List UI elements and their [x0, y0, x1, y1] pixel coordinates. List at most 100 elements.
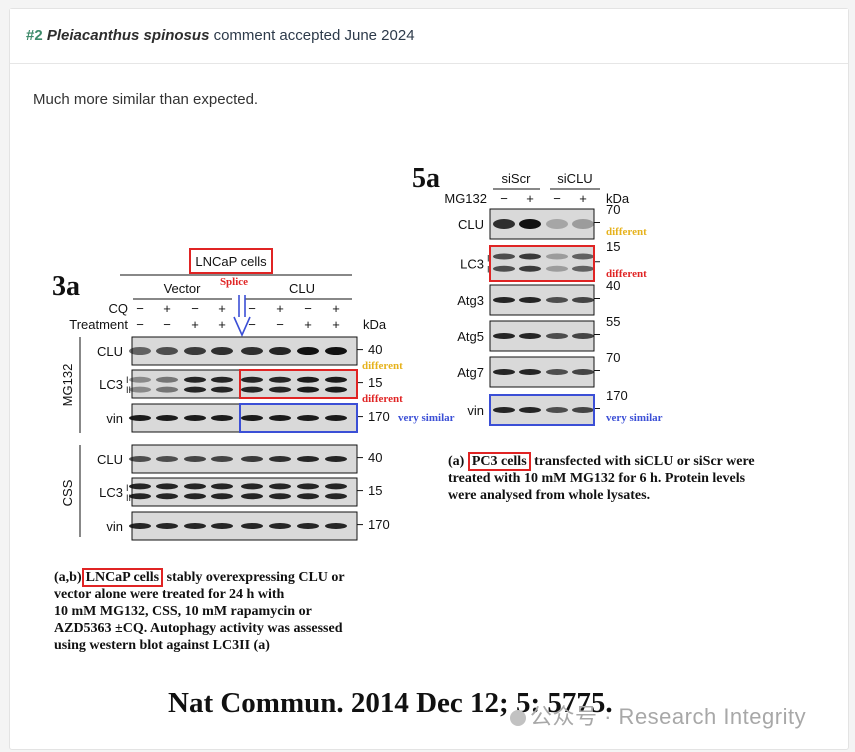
band: [572, 219, 594, 229]
note-mg132-1: different: [362, 393, 403, 405]
row-label-mg132-2: vin: [106, 411, 123, 426]
blot-row-lc3-1: [129, 477, 363, 507]
band: [129, 347, 151, 355]
caption-5a-prefix: (a): [448, 454, 465, 469]
band: [519, 407, 541, 413]
band: [211, 347, 233, 355]
treatment-sign-6: +: [304, 317, 312, 332]
blot-membrane: [131, 477, 358, 507]
band: [184, 523, 206, 529]
band: [241, 415, 263, 421]
row-label-5a-4: Atg7: [457, 365, 484, 380]
band: [546, 333, 568, 339]
lc3-5a-comparison-box: [489, 245, 595, 282]
blot-row-vin-2: [129, 511, 363, 541]
cq-sign-7: +: [332, 301, 340, 316]
kda-mg132-2: 170: [368, 409, 390, 424]
band: [184, 456, 206, 462]
kda-css-2: 170: [368, 517, 390, 532]
band: [572, 369, 594, 375]
band: [493, 253, 515, 260]
species-name[interactable]: Pleiacanthus spinosus: [46, 27, 210, 44]
band: [325, 386, 347, 393]
band: [129, 523, 151, 529]
caption-5a-line-1: treated with 10 mM MG132 for 6 h. Protei…: [448, 471, 746, 486]
css-section-label: CSS: [60, 479, 75, 506]
blot-membrane: [131, 369, 358, 399]
lc3-sub-ii: II: [126, 493, 131, 503]
band: [269, 493, 291, 500]
cq-sign-3: +: [218, 301, 226, 316]
band: [269, 415, 291, 421]
band: [325, 456, 347, 462]
treatment-sign-3: +: [218, 317, 226, 332]
watermark: 公众号 · Research Integrity: [510, 699, 806, 731]
band: [572, 265, 594, 272]
lc3-5a-sub-i: I: [487, 254, 490, 264]
band: [519, 297, 541, 303]
band: [297, 415, 319, 421]
blot-row-atg5-3: [489, 320, 600, 352]
blot-row-lc3-1: [489, 245, 600, 282]
lc3-sub-i: I: [126, 483, 129, 493]
band: [546, 369, 568, 375]
band: [184, 347, 206, 355]
cq-sign-0: −: [136, 301, 144, 316]
band: [156, 347, 178, 355]
caption-3a-line-3: AZD5363 ±CQ. Autophagy activity was asse…: [54, 621, 343, 636]
western-blot-figure: 3a LNCaP cells Splice Vector CLU CQ Trea…: [52, 163, 663, 541]
blot-row-atg3-2: [489, 284, 600, 316]
comment-body: Much more similar than expected.: [33, 91, 259, 108]
row-label-css-2: vin: [106, 519, 123, 534]
wechat-icon: [510, 710, 526, 727]
band: [297, 456, 319, 462]
band: [129, 483, 151, 490]
band: [211, 483, 233, 490]
band: [546, 219, 568, 229]
kda-5a-3: 55: [606, 314, 620, 329]
band: [572, 253, 594, 260]
mg132-sign-3: +: [579, 191, 587, 206]
splice-label: Splice: [220, 276, 248, 288]
mg132-section-label: MG132: [60, 364, 75, 407]
kda-5a-1: 15: [606, 239, 620, 254]
band: [184, 415, 206, 421]
band: [269, 456, 291, 462]
caption-3a-line-1: vector alone were treated for 24 h with: [54, 587, 285, 602]
caption-3a-line-4: using western blot against LC3II (a): [54, 638, 270, 653]
kda-5a-5: 170: [606, 388, 628, 403]
blot-row-vin-2: [129, 403, 363, 433]
treatment-sign-5: −: [276, 317, 284, 332]
lc3-sub-i: I: [126, 375, 129, 385]
panel-3a: 3a LNCaP cells Splice Vector CLU CQ Trea…: [52, 248, 455, 541]
comment-number[interactable]: #2: [26, 27, 43, 44]
lncap-highlight-box: [189, 248, 273, 274]
band: [156, 493, 178, 500]
note-5a-1: different: [606, 268, 647, 280]
blot-row-clu-0: [129, 444, 363, 474]
note-mg132-2: very similar: [398, 412, 455, 424]
comment-header: #2 Pleiacanthus spinosus comment accepte…: [10, 9, 848, 64]
panel-3a-kda: kDa: [363, 317, 387, 332]
band: [156, 523, 178, 529]
blot-row-clu-0: [489, 208, 600, 240]
treatment-sign-0: −: [136, 317, 144, 332]
row-label-css-1: LC3: [99, 485, 123, 500]
band: [269, 523, 291, 529]
row-label-5a-0: CLU: [458, 217, 484, 232]
band: [184, 493, 206, 500]
caption-5a-line-2: were analysed from whole lysates.: [448, 488, 651, 503]
band: [297, 347, 319, 355]
band: [519, 253, 541, 260]
kda-mg132-1: 15: [368, 375, 382, 390]
band: [129, 415, 151, 421]
note-5a-0: different: [606, 226, 647, 238]
caption-3a-highlight: LNCaP cells: [81, 568, 164, 587]
band: [156, 386, 178, 393]
band: [297, 376, 319, 383]
band: [241, 523, 263, 529]
band: [572, 407, 594, 413]
band: [519, 333, 541, 339]
citation: Nat Commun. 2014 Dec 12; 5: 5775.: [168, 687, 613, 719]
band: [156, 483, 178, 490]
